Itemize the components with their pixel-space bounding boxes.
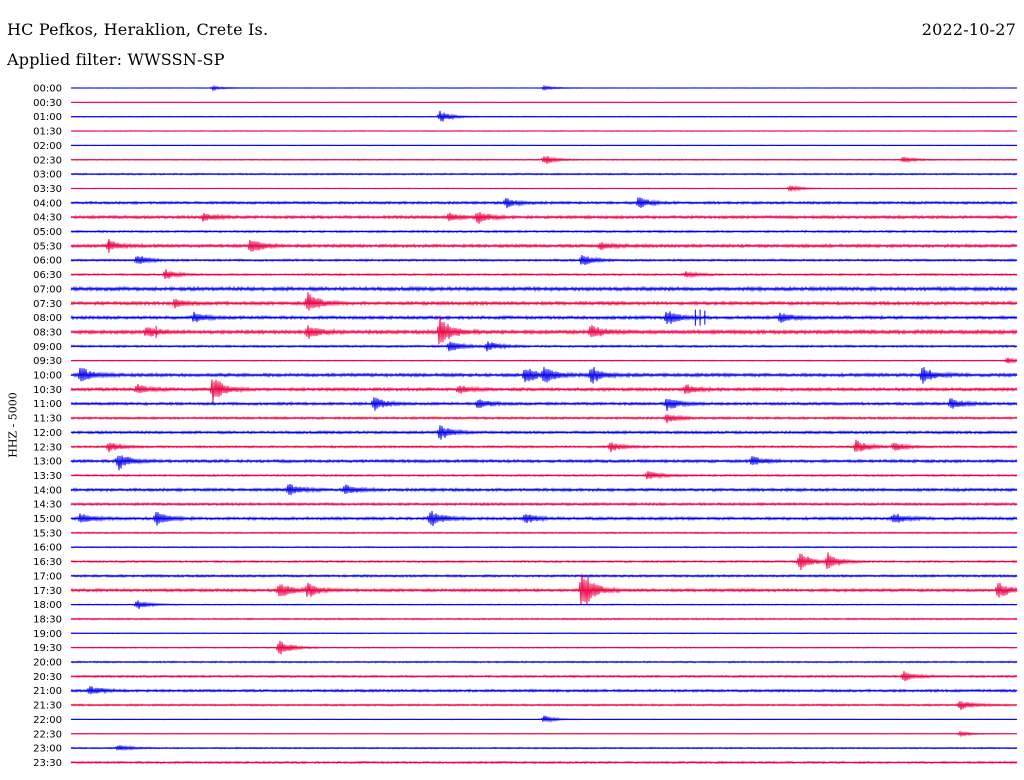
trace-line [70,110,1018,122]
time-tick-label: 23:30 [33,758,62,769]
time-tick-label: 07:30 [33,299,62,310]
trace-line [70,701,1018,711]
time-tick-label: 06:00 [33,256,62,267]
time-tick-label: 03:30 [33,184,62,195]
trace-line [70,379,1018,403]
time-tick-label: 05:00 [33,227,62,238]
time-tick-label: 16:00 [33,543,62,554]
time-tick-label: 11:00 [33,399,62,410]
time-tick-label: 21:00 [33,686,62,697]
time-tick-label: 12:30 [33,442,62,453]
time-tick-label: 12:00 [33,428,62,439]
time-tick-label: 09:00 [33,342,62,353]
time-tick-label: 02:30 [33,155,62,166]
time-tick-label: 21:30 [33,701,62,712]
date-label: 2022-10-27 [921,20,1016,39]
time-tick-label: 02:00 [33,141,62,152]
time-tick-label: 01:30 [33,127,62,138]
time-tick-label: 22:00 [33,715,62,726]
trace-line [70,573,1018,605]
trace-line [70,455,1018,471]
time-tick-label: 00:30 [33,98,62,109]
time-tick-label: 01:00 [33,112,62,123]
time-tick-label: 14:00 [33,485,62,496]
time-tick-label: 10:30 [33,385,62,396]
time-tick-label: 13:30 [33,471,62,482]
time-tick-label: 09:30 [33,356,62,367]
time-tick-label: 20:30 [33,672,62,683]
time-tick-label: 00:00 [33,84,62,95]
trace-line [70,311,1018,325]
time-tick-label: 19:30 [33,643,62,654]
time-tick-label: 03:00 [33,170,62,181]
trace-line [70,744,1018,752]
time-tick-label: 07:00 [33,284,62,295]
time-tick-label: 17:00 [33,571,62,582]
time-tick-label: 18:00 [33,600,62,611]
time-tick-label: 16:30 [33,557,62,568]
time-tick-label: 05:30 [33,241,62,252]
trace-line [70,715,1018,723]
time-tick-label: 06:30 [33,270,62,281]
time-tick-label: 19:00 [33,629,62,640]
trace-line [70,414,1018,424]
station-title: HC Pefkos, Heraklion, Crete Is. [7,20,269,39]
time-tick-label: 14:30 [33,500,62,511]
time-tick-label: 18:30 [33,614,62,625]
time-tick-label: 08:00 [33,313,62,324]
time-tick-label: 08:30 [33,327,62,338]
time-tick-label: 04:00 [33,198,62,209]
time-tick-label: 13:00 [33,457,62,468]
trace-line [70,211,1018,224]
time-tick-label: 15:00 [33,514,62,525]
trace-line [70,439,1018,453]
time-tick-label: 22:30 [33,729,62,740]
filter-label: Applied filter: WWSSN-SP [7,50,225,69]
time-tick-label: 20:00 [33,658,62,669]
time-tick-label: 04:30 [33,213,62,224]
time-tick-label: 17:30 [33,586,62,597]
time-tick-label: 23:00 [33,744,62,755]
time-tick-label: 15:30 [33,528,62,539]
time-tick-label: 11:30 [33,414,62,425]
time-tick-label: 10:00 [33,371,62,382]
trace-line [70,292,1018,311]
